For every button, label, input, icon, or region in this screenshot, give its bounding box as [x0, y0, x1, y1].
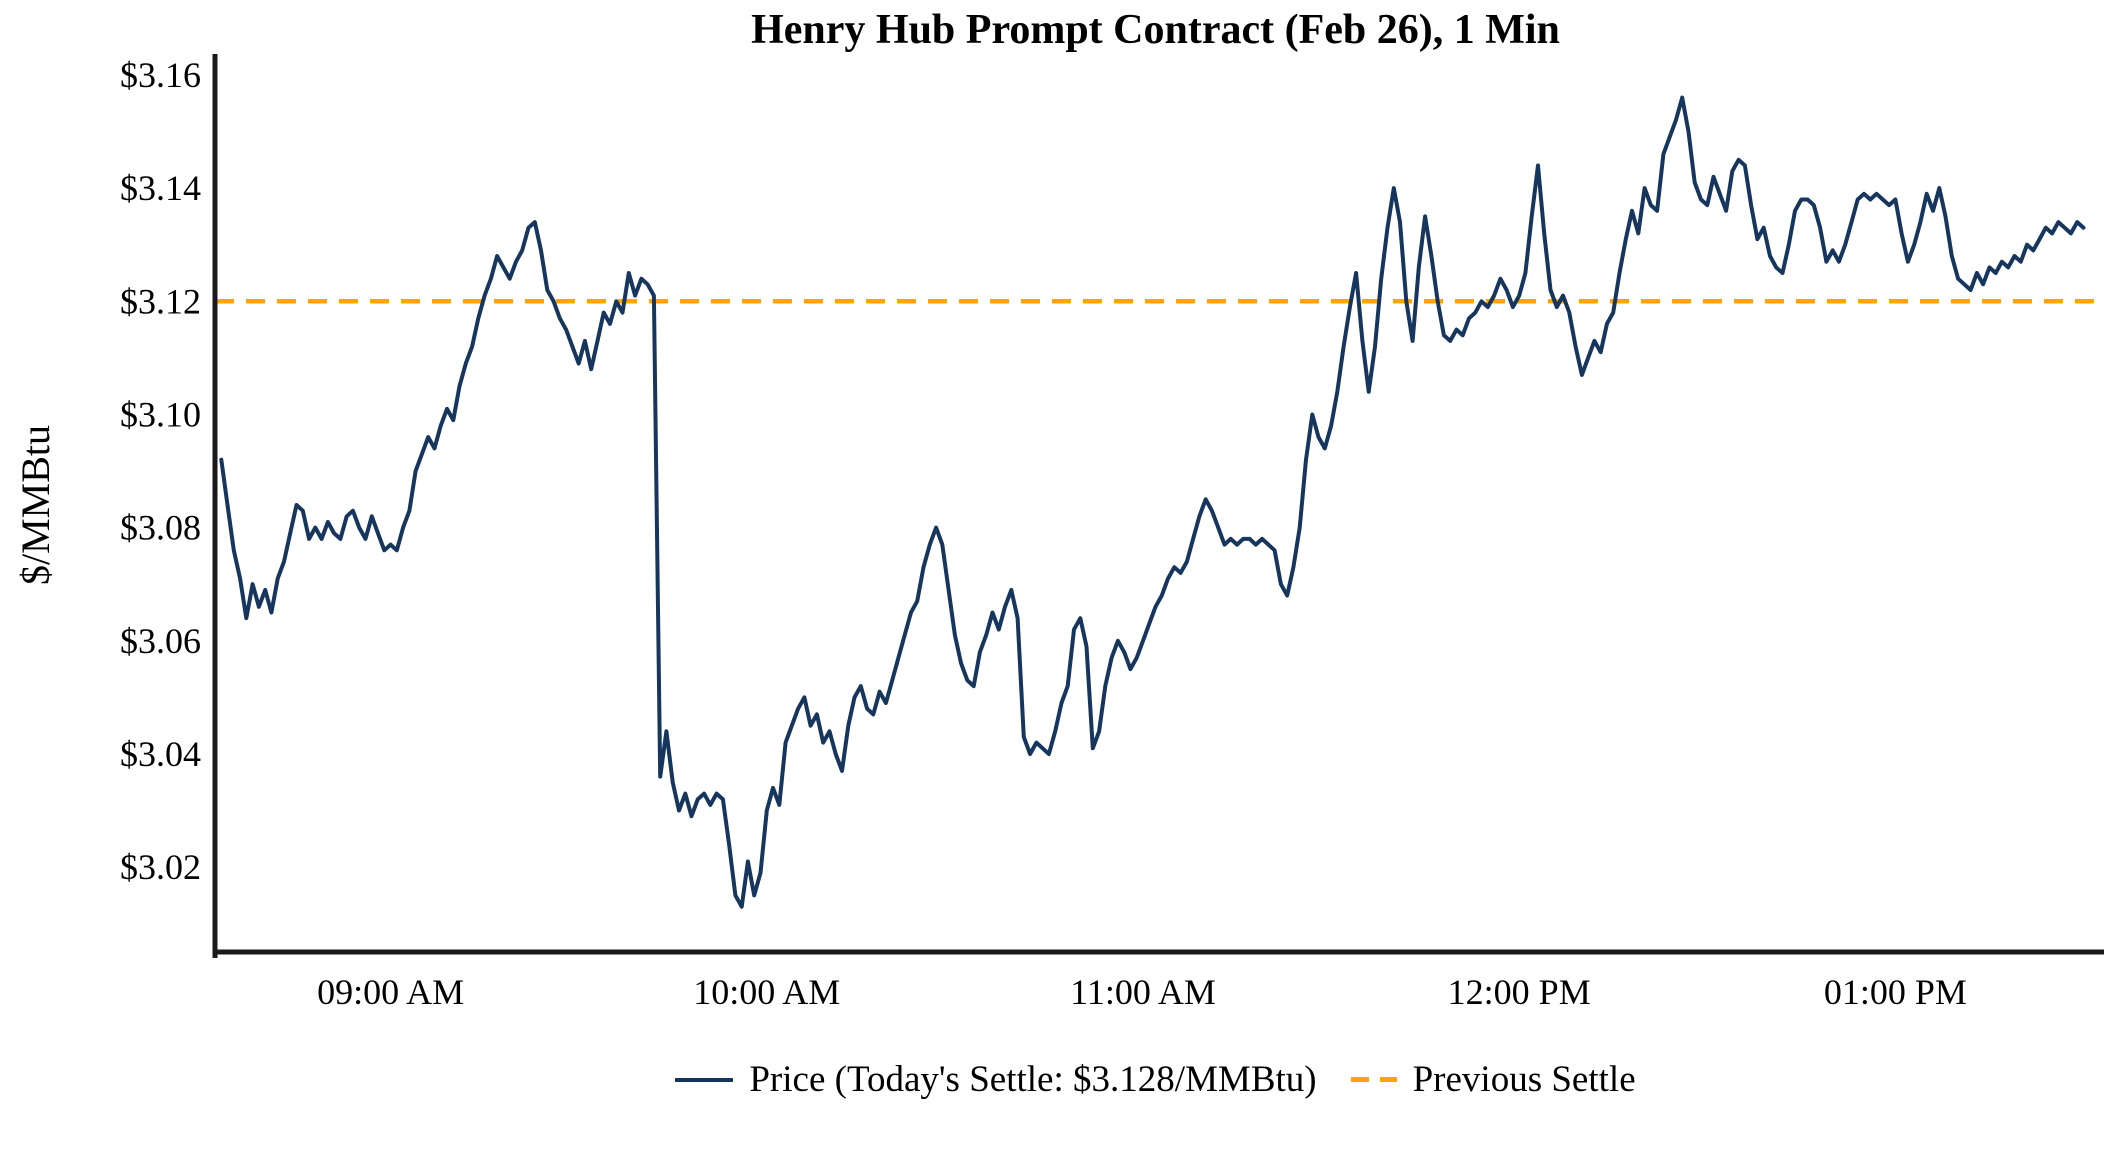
y-tick-label: $3.04	[120, 734, 201, 774]
y-tick-label: $3.12	[120, 281, 201, 321]
y-tick-label: $3.02	[120, 847, 201, 887]
legend-item-price: Price (Today's Settle: $3.128/MMBtu)	[675, 1058, 1317, 1101]
y-tick-label: $3.10	[120, 395, 201, 435]
x-tick-label: 10:00 AM	[693, 972, 840, 1012]
x-tick-label: 12:00 PM	[1448, 972, 1591, 1012]
y-tick-label: $3.16	[120, 55, 201, 95]
y-tick-label: $3.08	[120, 508, 201, 548]
legend-previous-settle-label: Previous Settle	[1412, 1059, 1636, 1100]
y-tick-label: $3.06	[120, 621, 201, 661]
chart-title: Henry Hub Prompt Contract (Feb 26), 1 Mi…	[751, 7, 1560, 53]
legend-price-label: Price (Today's Settle: $3.128/MMBtu)	[749, 1059, 1317, 1100]
x-tick-label: 11:00 AM	[1070, 972, 1216, 1012]
legend-item-previous-settle: Previous Settle	[1350, 1058, 1636, 1101]
price-line-swatch-icon	[675, 1077, 734, 1082]
x-tick-label: 09:00 AM	[317, 972, 464, 1012]
chart-legend: Price (Today's Settle: $3.128/MMBtu) Pre…	[215, 1058, 2096, 1101]
x-tick-label: 01:00 PM	[1824, 972, 1967, 1012]
previous-settle-dash-swatch-icon	[1350, 1077, 1397, 1082]
y-tick-label: $3.14	[120, 168, 201, 208]
price-line	[219, 95, 2086, 909]
